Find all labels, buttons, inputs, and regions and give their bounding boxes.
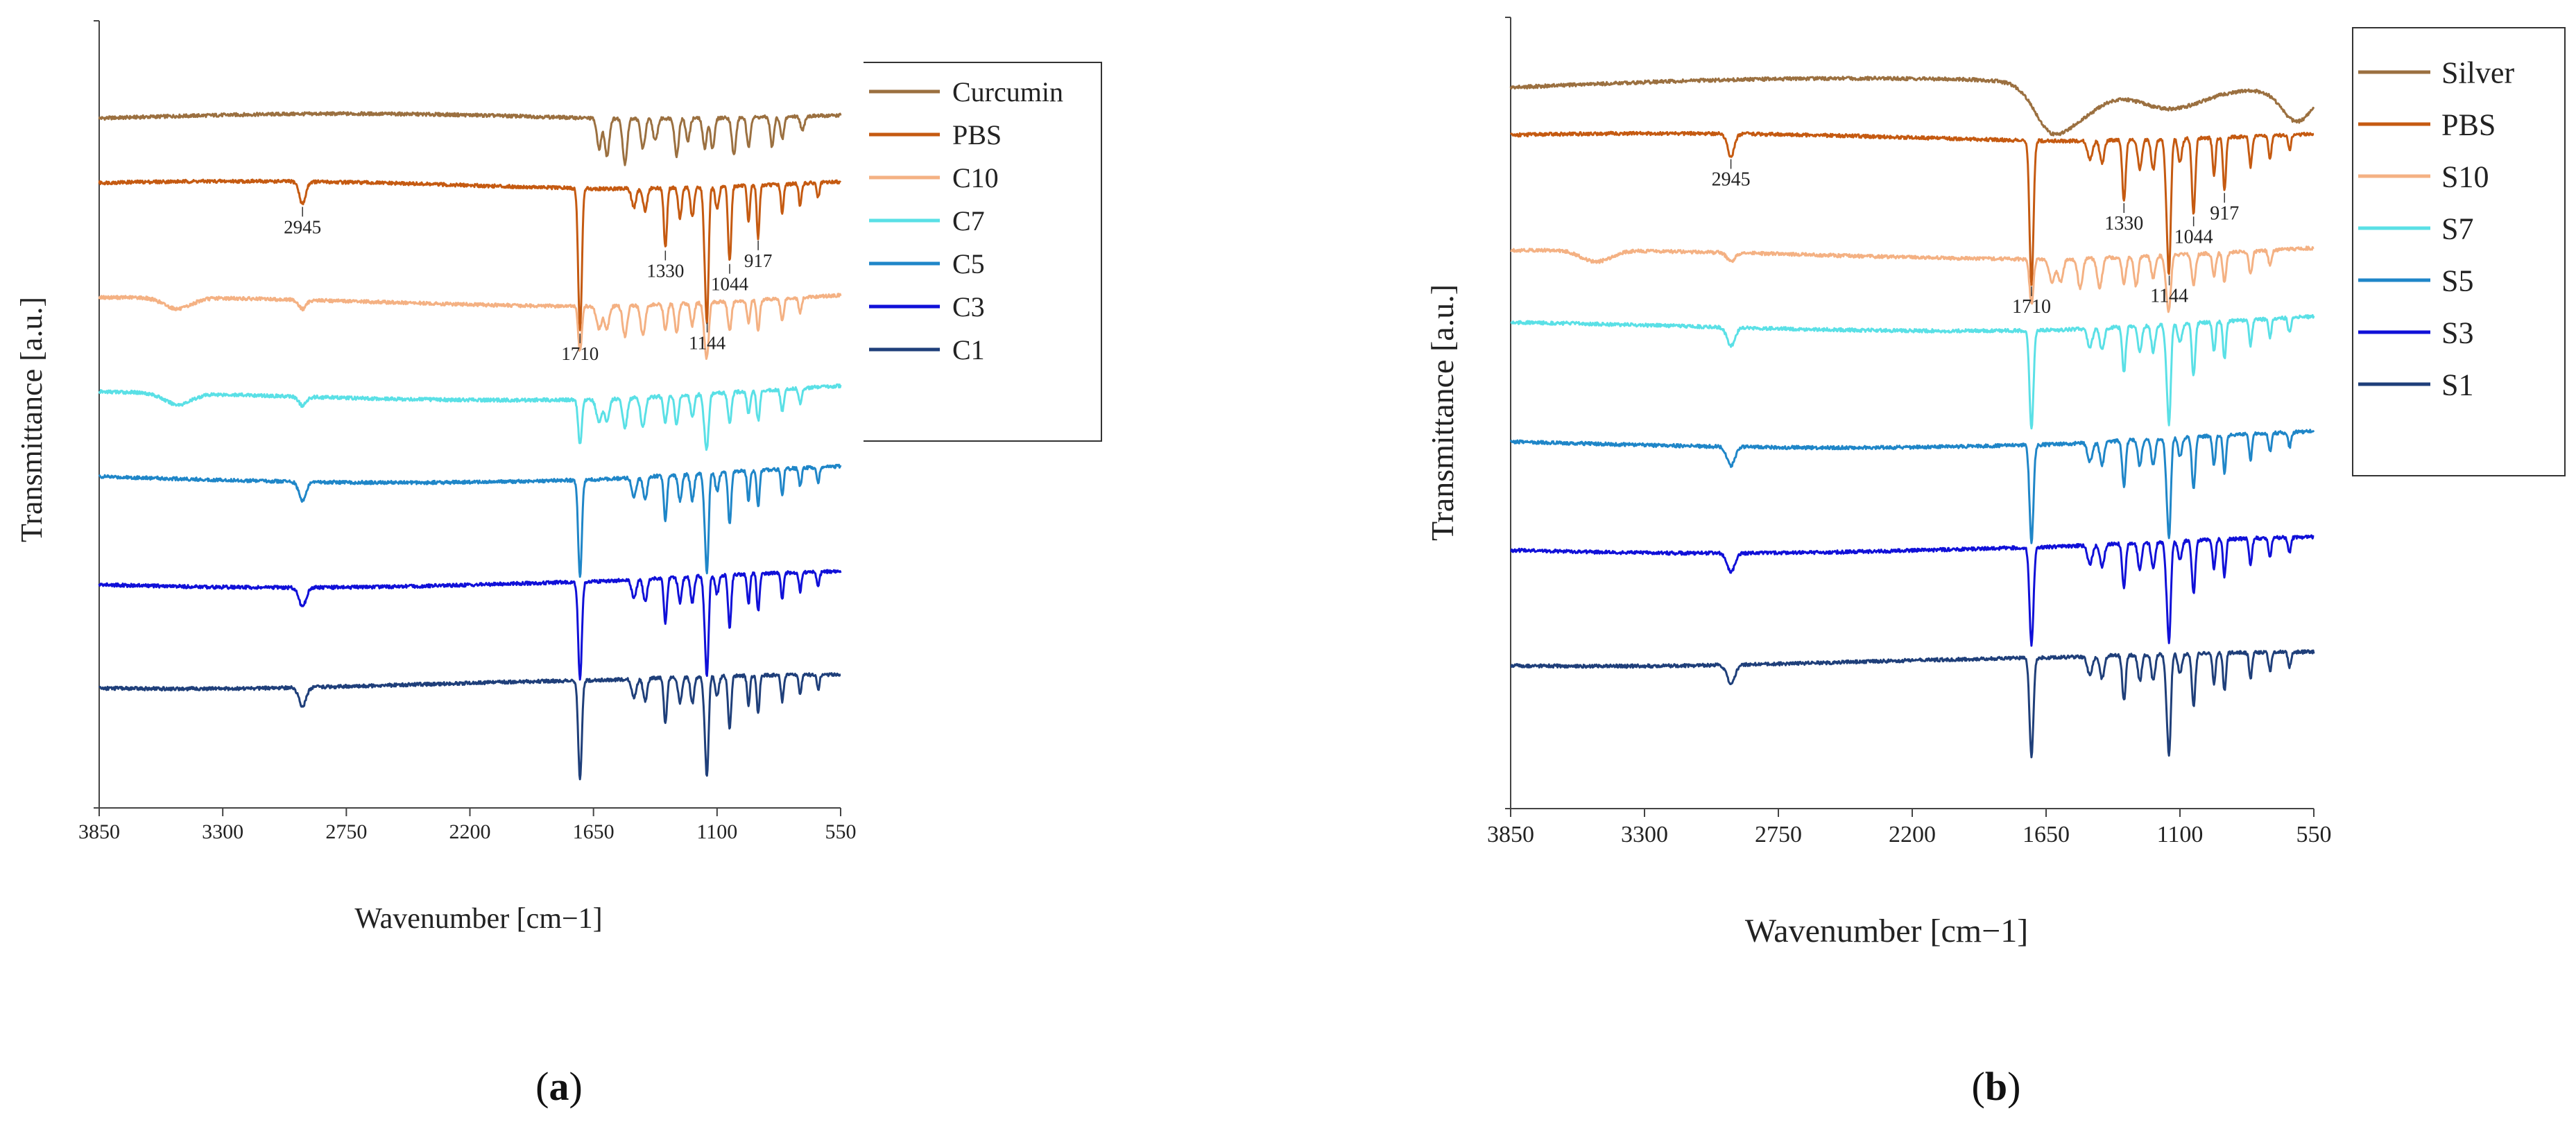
x-tick-label: 3850 [78, 820, 120, 843]
peak-label: 1710 [561, 343, 599, 364]
x-tick-label: 3300 [1621, 822, 1668, 847]
legend-label-c7: C7 [952, 205, 985, 236]
series-line-curcumin [98, 111, 842, 166]
series-line-c5 [98, 463, 842, 578]
x-tick-label: 2200 [449, 820, 491, 843]
panel-b-ylabel: Transmittance [a.u.] [1425, 284, 1460, 541]
legend-label-c10: C10 [952, 162, 999, 193]
panel-b-series-lines [1509, 76, 2315, 759]
legend-label-c5: C5 [952, 248, 985, 279]
peak-label: 1330 [646, 260, 684, 281]
panel-a-peak-annotations: 2945 1710 1330 1144 1044 917 [284, 207, 772, 364]
legend-label-s10: S10 [2441, 160, 2489, 193]
panel-b-legend: Silver PBS S10 S7 S5 S3 S1 [2352, 27, 2566, 476]
panel-a-plot-area: 3850 3300 2750 2200 1650 1100 550 2945 1710 1330 1… [78, 20, 857, 843]
series-line-s3 [1510, 534, 2315, 647]
panel-b: Transmittance [a.u.] 3850 3300 2750 2200 165… [1425, 17, 2566, 1109]
x-tick-label: 550 [2296, 822, 2332, 847]
x-tick-label: 1100 [2157, 822, 2204, 847]
panel-a-legend: Curcumin PBS C10 C7 C5 C3 C1 [864, 62, 1102, 442]
x-tick-label: 3300 [202, 820, 243, 843]
legend-label-pbs: PBS [2441, 107, 2496, 141]
legend-label-s7: S7 [2441, 212, 2473, 245]
peak-label: 1044 [2174, 226, 2213, 248]
panel-a-legend-items: Curcumin PBS C10 C7 C5 C3 C1 [869, 76, 1063, 365]
legend-label-pbs: PBS [952, 119, 1002, 150]
peak-label: 1144 [2150, 285, 2188, 307]
legend-label-s5: S5 [2441, 264, 2473, 298]
series-line-s7 [1510, 313, 2315, 430]
legend-label-c1: C1 [952, 334, 985, 365]
series-line-c10 [98, 293, 842, 360]
series-line-s10 [1510, 245, 2315, 313]
peak-label: 1330 [2104, 213, 2143, 234]
legend-label-silver: Silver [2441, 55, 2514, 89]
legend-label-s1: S1 [2441, 368, 2473, 402]
legend-label-curcumin: Curcumin [952, 76, 1063, 107]
x-tick-label: 1100 [696, 820, 737, 843]
x-tick-label: 1650 [2023, 822, 2070, 847]
legend-label-c3: C3 [952, 291, 985, 322]
peak-label: 2945 [1712, 169, 1751, 191]
panel-b-legend-items: Silver PBS S10 S7 S5 S3 S1 [2358, 55, 2514, 402]
panel-a-ylabel: Transmittance [a.u.] [15, 297, 49, 542]
x-tick-label: 2750 [325, 820, 367, 843]
panel-a-xlabel: Wavenumber [cm−1] [354, 903, 602, 935]
peak-label: 1144 [689, 332, 725, 353]
series-line-c7 [98, 383, 842, 451]
series-line-s1 [1510, 649, 2315, 759]
series-line-pbs [98, 178, 842, 331]
panel-b-xlabel: Wavenumber [cm−1] [1745, 913, 2028, 949]
x-tick-label: 2750 [1755, 822, 1802, 847]
peak-label: 2945 [284, 216, 321, 237]
x-tick-label: 550 [825, 820, 857, 843]
series-line-pbs [1510, 130, 2315, 286]
peak-label: 1710 [2012, 296, 2051, 318]
x-tick-label: 3850 [1487, 822, 1534, 847]
x-tick-label: 1650 [573, 820, 615, 843]
series-line-c1 [98, 672, 841, 781]
legend-label-s3: S3 [2441, 316, 2473, 350]
series-line-c3 [98, 569, 842, 681]
panel-b-caption: (b) [1972, 1064, 2021, 1109]
x-tick-label: 2200 [1889, 822, 1936, 847]
peak-label: 1044 [711, 274, 749, 295]
panel-a: Transmittance [a.u.] 3850 3300 2750 2200 165… [15, 20, 1102, 1109]
panel-a-series-lines [98, 111, 842, 781]
series-line-s5 [1509, 429, 2315, 544]
panel-a-caption: (a) [535, 1064, 583, 1109]
series-line-silver [1509, 76, 2315, 137]
peak-label: 917 [2210, 202, 2239, 224]
panel-b-plot-area: 3850 3300 2750 2200 1650 1100 550 2945 1710 1330 1… [1487, 17, 2332, 847]
panel-b-legend-frame [2352, 27, 2566, 476]
panel-a-legend-frame [864, 62, 1102, 442]
peak-label: 917 [744, 250, 773, 271]
